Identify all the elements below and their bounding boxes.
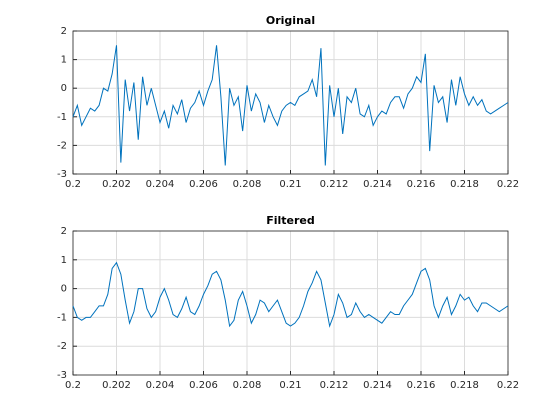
x-tick-label: 0.22 [497,380,519,391]
y-tick-label: -3 [57,169,67,180]
x-tick-label: 0.204 [146,380,175,391]
x-tick-label: 0.218 [450,380,479,391]
y-tick-label: -2 [57,341,67,352]
x-tick-label: 0.208 [233,380,262,391]
y-tick-label: -3 [57,370,67,381]
x-tick-label: 0.218 [450,179,479,190]
signal-line [72,261,509,328]
x-tick-label: 0.2 [65,179,81,190]
signal-line [72,45,509,166]
x-tick-label: 0.2 [65,380,81,391]
x-tick-label: 0.216 [407,380,436,391]
x-tick-label: 0.214 [363,380,392,391]
x-tick-label: 0.204 [146,179,175,190]
y-tick-label: 1 [61,55,67,66]
y-tick-label: -1 [57,112,67,123]
x-tick-label: 0.206 [189,179,218,190]
x-tick-label: 0.21 [279,179,301,190]
x-tick-label: 0.214 [363,179,392,190]
y-tick-label: 2 [61,226,67,237]
y-tick-label: -1 [57,312,67,323]
x-tick-label: 0.202 [102,380,131,391]
axes-box [72,230,509,376]
y-tick-label: -2 [57,140,67,151]
x-tick-label: 0.212 [320,179,349,190]
x-tick-label: 0.21 [279,380,301,391]
x-tick-label: 0.212 [320,380,349,391]
y-tick-label: 2 [61,26,67,37]
chart-title: Original [266,14,315,27]
x-tick-label: 0.206 [189,380,218,391]
chart-title: Filtered [266,214,315,227]
x-tick-label: 0.208 [233,179,262,190]
y-tick-label: 0 [61,83,67,94]
y-tick-label: 1 [61,255,67,266]
x-tick-label: 0.202 [102,179,131,190]
y-tick-label: 0 [61,284,67,295]
x-tick-label: 0.216 [407,179,436,190]
x-tick-label: 0.22 [497,179,519,190]
